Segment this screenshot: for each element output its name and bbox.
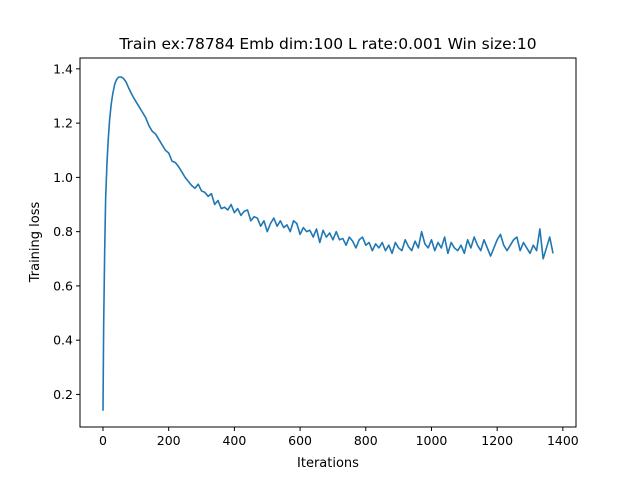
x-tick-label: 0 bbox=[99, 433, 107, 448]
x-axis-label: Iterations bbox=[297, 456, 359, 471]
y-tick-label: 1.4 bbox=[53, 61, 73, 76]
training-loss-line bbox=[102, 76, 554, 411]
y-tick-label: 1.0 bbox=[53, 170, 73, 185]
y-axis-label: Training loss bbox=[28, 202, 43, 284]
chart-title: Train ex:78784 Emb dim:100 L rate:0.001 … bbox=[118, 35, 536, 53]
y-tick-label: 0.6 bbox=[53, 278, 73, 293]
y-tick-label: 1.2 bbox=[53, 116, 73, 131]
x-axis: 0 200 400 600 800 1000 1200 1400 bbox=[99, 427, 579, 448]
y-tick-label: 0.2 bbox=[53, 387, 73, 402]
x-tick-label: 1200 bbox=[481, 433, 513, 448]
y-tick-label: 0.8 bbox=[53, 224, 73, 239]
y-axis: 0.2 0.4 0.6 0.8 1.0 1.2 1.4 bbox=[53, 61, 80, 402]
y-tick-label: 0.4 bbox=[53, 333, 73, 348]
plot-area bbox=[102, 76, 554, 411]
x-tick-label: 400 bbox=[222, 433, 246, 448]
plot-frame bbox=[79, 57, 577, 428]
x-tick-label: 1000 bbox=[416, 433, 448, 448]
x-tick-label: 1400 bbox=[547, 433, 579, 448]
x-tick-label: 200 bbox=[157, 433, 181, 448]
x-tick-label: 600 bbox=[288, 433, 312, 448]
x-tick-label: 800 bbox=[354, 433, 378, 448]
